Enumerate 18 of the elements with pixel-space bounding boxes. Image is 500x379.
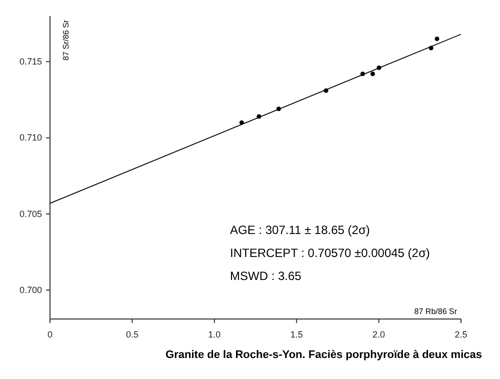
y-axis-title: 87 Sr/86 Sr	[62, 20, 71, 60]
y-tick-label: 0.700	[19, 284, 42, 295]
annotation: INTERCEPT : 0.70570 ±0.00045 (2σ)	[230, 246, 430, 260]
y-tick-label: 0.715	[19, 56, 42, 67]
y-tick-label: 0.710	[19, 132, 42, 143]
x-tick-label: 2.5	[454, 329, 468, 340]
x-tick-label: 1.0	[208, 329, 221, 340]
x-axis-title: 87 Rb/86 Sr	[414, 307, 458, 316]
annotation: AGE : 307.11 ± 18.65 (2σ)	[230, 223, 370, 237]
text: Granite de la Roche-s-Yon. Faciès porphyroïde à deux micas	[166, 349, 482, 361]
x-tick-label: 2.0	[372, 329, 386, 340]
annotation: MSWD : 3.65	[230, 269, 302, 283]
point	[370, 72, 375, 76]
x-tick-label: 1.5	[290, 329, 303, 340]
point	[434, 36, 440, 42]
y-tick-label: 0.705	[19, 208, 42, 219]
x-tick-label: 0.5	[126, 329, 138, 340]
x-tick-label: 0	[47, 329, 53, 340]
